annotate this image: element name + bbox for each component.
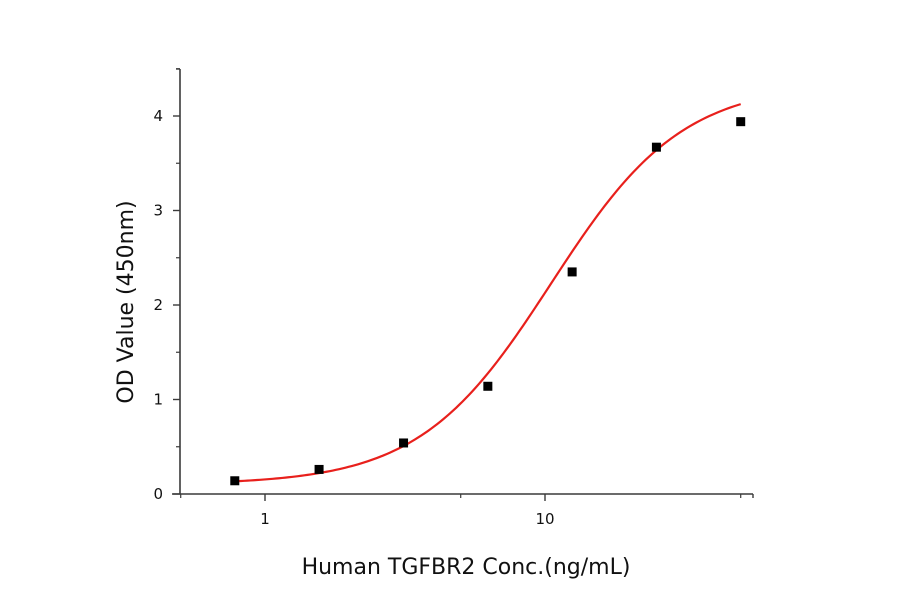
- y-tick-label: 2: [153, 296, 163, 314]
- fit-curve: [234, 103, 742, 483]
- data-point-square: [314, 464, 324, 474]
- data-point-square: [651, 142, 661, 152]
- x-tick-label: 10: [535, 510, 554, 528]
- data-point-square: [230, 476, 240, 486]
- x-axis-title: Human TGFBR2 Conc.(ng/mL): [302, 555, 631, 580]
- data-point-square: [399, 438, 409, 448]
- data-point-square: [567, 267, 577, 277]
- x-tick-label: 1: [260, 510, 270, 528]
- y-tick-label: 0: [153, 485, 163, 503]
- y-axis-title: OD Value (450nm): [114, 200, 139, 403]
- y-tick-label: 4: [153, 107, 163, 125]
- axes: 0 1 2 3 4 1 10: [153, 68, 754, 528]
- data-points: [230, 117, 746, 486]
- data-point-square: [483, 381, 493, 391]
- data-point-square: [736, 117, 746, 127]
- fit-curve-path: [234, 103, 742, 483]
- y-tick-label: 1: [153, 391, 163, 409]
- y-tick-label: 3: [153, 202, 163, 220]
